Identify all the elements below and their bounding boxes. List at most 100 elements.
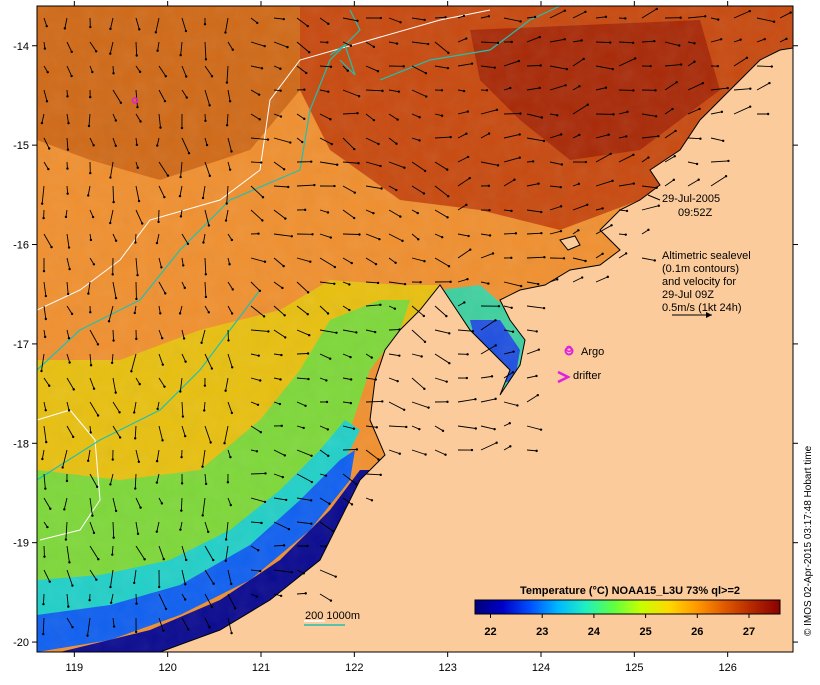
velocity-arrow-head [678, 44, 680, 46]
velocity-arrow-head [355, 331, 357, 333]
velocity-arrow-head [156, 460, 158, 462]
velocity-arrow-head [225, 219, 227, 221]
velocity-arrow-head [225, 538, 227, 540]
velocity-arrow-head [466, 377, 468, 379]
velocity-arrow-head [257, 404, 259, 406]
velocity-arrow-head [605, 16, 607, 18]
velocity-arrow-head [208, 311, 210, 313]
velocity-arrow-head [335, 575, 337, 577]
velocity-arrow-head [605, 87, 607, 89]
x-tick-label: 126 [718, 662, 736, 674]
velocity-arrow-head [349, 356, 351, 358]
velocity-arrow-head [111, 362, 113, 364]
velocity-arrow-head [423, 260, 425, 262]
velocity-arrow-head [763, 38, 765, 40]
velocity-arrow-head [535, 375, 537, 377]
velocity-arrow-head [717, 65, 719, 67]
velocity-arrow-head [41, 458, 43, 460]
velocity-arrow-head [721, 111, 723, 113]
velocity-arrow-head [494, 66, 496, 68]
drifter-legend-label: drifter [573, 370, 601, 382]
velocity-arrow-head [355, 483, 357, 485]
velocity-arrow-head [727, 87, 729, 89]
velocity-arrow-head [448, 332, 450, 334]
velocity-arrow-head [534, 16, 536, 18]
date-label: 29-Jul-2005 [662, 193, 720, 205]
velocity-arrow-head [208, 104, 210, 106]
velocity-arrow-head [45, 409, 47, 411]
velocity-arrow-head [632, 154, 634, 156]
velocity-arrow-head [179, 176, 181, 178]
velocity-arrow-head [229, 168, 231, 170]
velocity-arrow-head [279, 68, 281, 70]
velocity-arrow-head [381, 90, 383, 92]
velocity-arrow-head [424, 170, 426, 172]
velocity-arrow-head [325, 474, 327, 476]
colorbar-tick-label: 26 [691, 626, 703, 638]
velocity-arrow-head [353, 428, 355, 430]
velocity-arrow-head [540, 232, 542, 234]
velocity-arrow-head [539, 64, 541, 66]
velocity-arrow-head [92, 216, 94, 218]
velocity-arrow-head [543, 256, 545, 258]
velocity-arrow-head [749, 10, 751, 12]
velocity-arrow-head [91, 71, 93, 73]
velocity-arrow-head [330, 236, 332, 238]
velocity-arrow-head [43, 270, 45, 272]
velocity-arrow-head [115, 391, 117, 393]
velocity-arrow-head [204, 120, 206, 122]
velocity-arrow-head [537, 283, 539, 285]
velocity-arrow-head [42, 633, 44, 635]
velocity-arrow-head [310, 523, 312, 525]
y-tick-label: -19 [13, 538, 29, 550]
x-tick-label: 125 [625, 662, 643, 674]
altimetry-line-5: 0.5m/s (1kt 24h) [662, 302, 741, 314]
velocity-arrow-head [307, 25, 309, 27]
velocity-arrow-head [541, 116, 543, 118]
velocity-arrow-head [704, 15, 706, 17]
velocity-arrow-head [229, 100, 231, 102]
velocity-arrow-head [71, 313, 73, 315]
velocity-arrow-head [377, 143, 379, 145]
velocity-arrow-head [488, 185, 490, 187]
velocity-arrow-head [377, 70, 379, 72]
velocity-arrow-head [139, 506, 141, 508]
velocity-arrow-head [374, 331, 376, 333]
velocity-arrow-head [188, 152, 190, 154]
altimetry-line-2: (0.1m contours) [662, 263, 739, 275]
velocity-arrow-head [657, 135, 659, 137]
velocity-arrow-head [330, 66, 332, 68]
velocity-arrow-head [380, 17, 382, 19]
velocity-arrow-head [73, 388, 75, 390]
velocity-arrow-head [584, 260, 586, 262]
velocity-arrow-head [532, 160, 534, 162]
velocity-arrow-head [335, 332, 337, 334]
velocity-arrow-head [283, 314, 285, 316]
velocity-arrow-head [749, 88, 751, 90]
velocity-arrow-head [425, 72, 427, 74]
velocity-arrow-head [43, 555, 45, 557]
velocity-arrow-head [229, 456, 231, 458]
velocity-arrow-head [283, 18, 285, 20]
velocity-arrow [596, 42, 610, 43]
velocity-arrow-head [767, 113, 769, 115]
velocity-arrow-head [377, 458, 379, 460]
velocity-arrow-head [560, 186, 562, 188]
velocity-arrow-head [653, 40, 655, 42]
velocity-arrow-head [463, 15, 465, 17]
velocity-arrow-head [536, 330, 538, 332]
velocity-arrow-head [771, 65, 773, 67]
velocity-arrow-head [45, 295, 47, 297]
velocity-arrow-head [350, 402, 352, 404]
velocity-arrow-head [138, 200, 140, 202]
velocity-arrow [297, 593, 306, 594]
velocity-arrow-head [93, 532, 95, 534]
velocity-arrow-head [509, 422, 511, 424]
velocity-arrow-head [654, 89, 656, 91]
velocity-arrow-head [212, 583, 214, 585]
velocity-arrow-head [535, 450, 537, 452]
velocity-arrow-head [693, 61, 695, 63]
velocity-arrow-head [467, 235, 469, 237]
x-tick-label: 120 [158, 662, 176, 674]
velocity-arrow-head [283, 544, 285, 546]
